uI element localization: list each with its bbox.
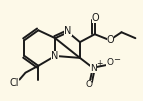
- Text: O: O: [106, 58, 113, 67]
- Text: O: O: [107, 35, 114, 45]
- Text: +: +: [97, 59, 103, 68]
- Text: N: N: [64, 26, 72, 36]
- Text: −: −: [113, 55, 120, 64]
- Text: O: O: [85, 80, 92, 89]
- Text: Cl: Cl: [10, 78, 19, 88]
- Text: N: N: [51, 51, 59, 61]
- Text: N: N: [90, 64, 97, 73]
- Text: O: O: [92, 13, 100, 23]
